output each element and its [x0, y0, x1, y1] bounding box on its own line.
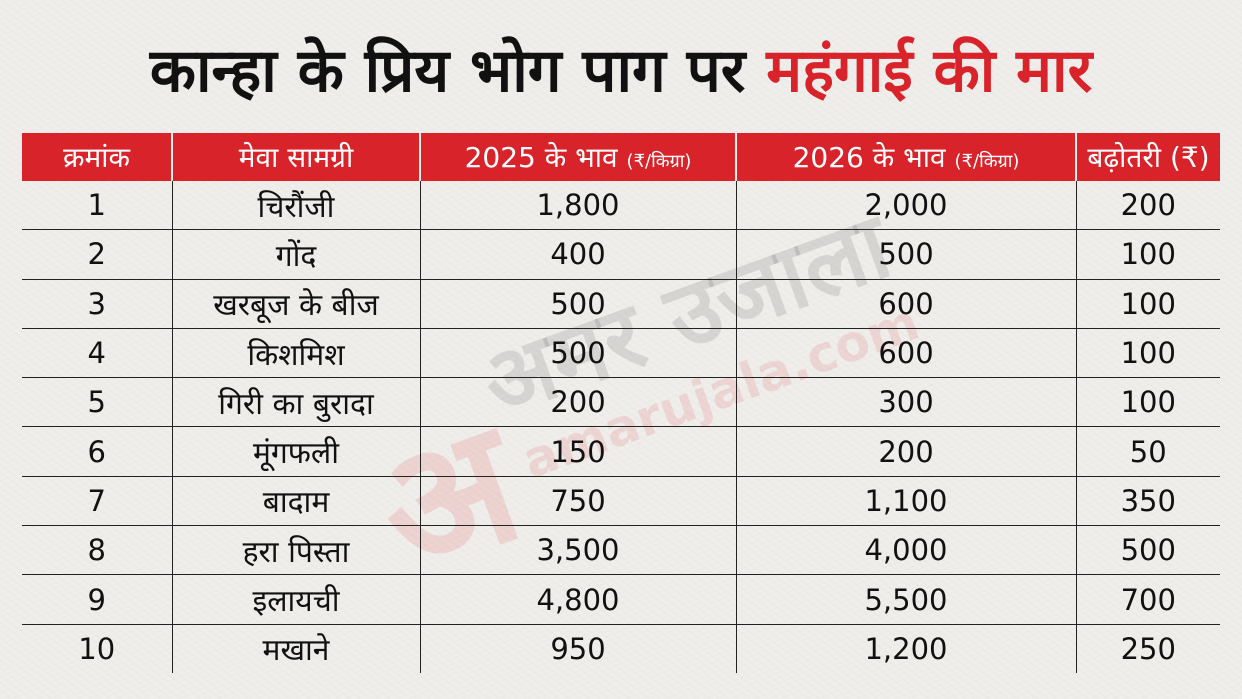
table-row: 9 इलायची 4,800 5,500 700 — [22, 574, 1220, 625]
cell-price-2025: 200 — [419, 377, 736, 428]
cell-serial: 4 — [22, 328, 172, 379]
cell-item: मूंगफली — [171, 426, 420, 477]
cell-item: गिरी का बुरादा — [171, 377, 420, 428]
cell-price-2025: 750 — [419, 476, 736, 527]
cell-price-2025: 500 — [419, 328, 736, 379]
cell-price-2026: 300 — [735, 377, 1076, 428]
table-row: 2 गोंद 400 500 100 — [22, 229, 1220, 280]
cell-price-2025: 500 — [419, 279, 736, 329]
cell-item: इलायची — [171, 574, 420, 625]
cell-price-2026: 1,100 — [735, 476, 1076, 527]
table-row: 1 चिरौंजी 1,800 2,000 200 — [22, 181, 1220, 231]
cell-increase: 100 — [1075, 328, 1220, 379]
title-main: कान्हा के प्रिय भोग पाग पर — [149, 36, 767, 106]
cell-item: बादाम — [171, 476, 420, 527]
cell-serial: 5 — [22, 377, 172, 428]
cell-price-2025: 4,800 — [419, 574, 736, 625]
cell-increase: 100 — [1075, 229, 1220, 280]
cell-price-2026: 200 — [735, 426, 1076, 477]
cell-serial: 8 — [22, 525, 172, 576]
table-row: 5 गिरी का बुरादा 200 300 100 — [22, 377, 1220, 428]
header-item: मेवा सामग्री — [171, 133, 420, 181]
cell-serial: 3 — [22, 279, 172, 329]
table-row: 10 मखाने 950 1,200 250 — [22, 624, 1220, 673]
cell-increase: 500 — [1075, 525, 1220, 576]
table-row: 7 बादाम 750 1,100 350 — [22, 476, 1220, 527]
cell-price-2026: 500 — [735, 229, 1076, 280]
cell-serial: 7 — [22, 476, 172, 527]
header-price-2025-unit: (₹/किग्रा) — [626, 151, 692, 172]
header-price-2026: 2026 के भाव (₹/किग्रा) — [735, 133, 1076, 181]
cell-price-2026: 5,500 — [735, 574, 1076, 625]
cell-serial: 1 — [22, 181, 172, 231]
table-header-row: क्रमांक मेवा सामग्री 2025 के भाव (₹/किग्… — [22, 133, 1220, 181]
header-price-2025-label: 2025 के भाव — [464, 141, 618, 174]
cell-price-2026: 2,000 — [735, 181, 1076, 231]
cell-price-2026: 600 — [735, 328, 1076, 379]
cell-price-2025: 150 — [419, 426, 736, 477]
table-row: 8 हरा पिस्ता 3,500 4,000 500 — [22, 525, 1220, 576]
cell-price-2025: 950 — [419, 624, 736, 673]
cell-serial: 9 — [22, 574, 172, 625]
table-row: 3 खरबूज के बीज 500 600 100 — [22, 279, 1220, 329]
cell-price-2025: 400 — [419, 229, 736, 280]
cell-increase: 100 — [1075, 377, 1220, 428]
header-price-2026-label: 2026 के भाव — [792, 141, 946, 174]
cell-item: किशमिश — [171, 328, 420, 379]
cell-serial: 10 — [78, 631, 116, 666]
cell-increase: 350 — [1075, 476, 1220, 527]
cell-increase: 50 — [1075, 426, 1220, 477]
page-title: कान्हा के प्रिय भोग पाग पर महंगाई की मार — [0, 30, 1242, 112]
title-highlight: महंगाई की मार — [766, 36, 1093, 106]
price-table: क्रमांक मेवा सामग्री 2025 के भाव (₹/किग्… — [22, 133, 1220, 673]
header-price-2026-unit: (₹/किग्रा) — [954, 151, 1020, 172]
cell-increase: 700 — [1075, 574, 1220, 625]
table-row: 4 किशमिश 500 600 100 — [22, 328, 1220, 379]
header-increase: बढ़ोतरी (₹) — [1075, 133, 1220, 181]
cell-item: गोंद — [171, 229, 420, 280]
cell-item: हरा पिस्ता — [171, 525, 420, 576]
cell-item: चिरौंजी — [171, 181, 420, 231]
cell-price-2026: 4,000 — [735, 525, 1076, 576]
cell-serial: 2 — [22, 229, 172, 280]
cell-item: मखाने — [171, 624, 420, 673]
cell-increase: 250 — [1075, 624, 1220, 673]
cell-price-2026: 1,200 — [735, 624, 1076, 673]
header-serial: क्रमांक — [22, 133, 172, 181]
cell-price-2025: 3,500 — [419, 525, 736, 576]
cell-item: खरबूज के बीज — [171, 279, 420, 329]
header-price-2025: 2025 के भाव (₹/किग्रा) — [419, 133, 736, 181]
table-row: 6 मूंगफली 150 200 50 — [22, 426, 1220, 477]
cell-price-2026: 600 — [735, 279, 1076, 329]
cell-serial: 6 — [22, 426, 172, 477]
cell-increase: 100 — [1075, 279, 1220, 329]
cell-price-2025: 1,800 — [419, 181, 736, 231]
cell-increase: 200 — [1075, 181, 1220, 231]
